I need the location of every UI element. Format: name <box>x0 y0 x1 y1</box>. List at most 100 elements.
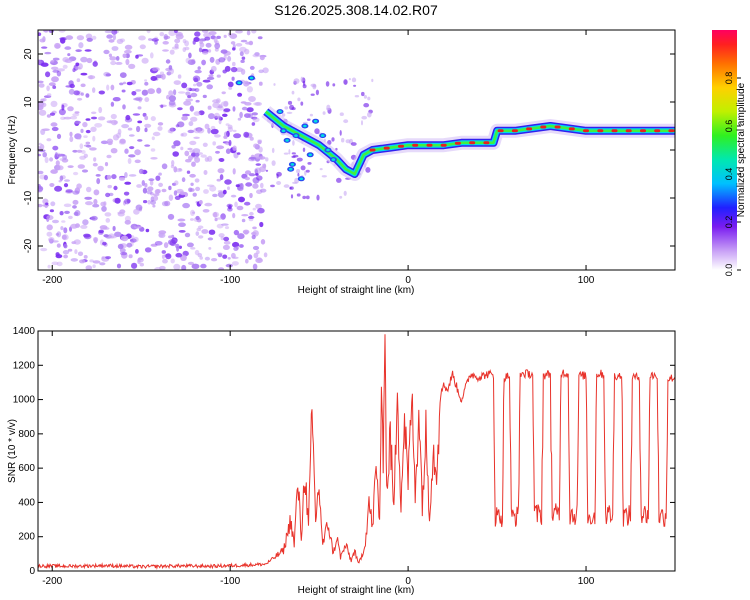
noise-blob <box>195 215 200 221</box>
noise-blob <box>367 96 371 101</box>
noise-blob <box>209 56 215 63</box>
noise-blob <box>92 87 96 93</box>
noise-blob <box>55 254 63 259</box>
noise-blob <box>208 74 214 78</box>
noise-blob <box>213 212 218 218</box>
y-tick-label: -10 <box>23 190 34 205</box>
noise-blob <box>216 217 223 220</box>
noise-blob <box>57 68 65 72</box>
noise-blob <box>105 192 111 198</box>
noise-blob <box>169 127 176 132</box>
noise-blob <box>200 154 207 158</box>
noise-blob <box>248 215 255 219</box>
noise-blob <box>55 44 61 49</box>
noise-blob <box>109 56 117 61</box>
noise-blob <box>161 201 169 207</box>
noise-blob <box>178 245 182 249</box>
noise-blob <box>61 234 69 241</box>
noise-blob <box>119 248 126 253</box>
noise-blob <box>260 188 267 193</box>
noise-blob <box>61 104 65 111</box>
noise-blob <box>51 126 59 132</box>
noise-blob <box>292 140 295 146</box>
noise-blob <box>124 148 129 154</box>
noise-blob <box>80 83 86 88</box>
noise-blob <box>58 108 66 116</box>
noise-blob <box>241 106 248 111</box>
noise-blob <box>100 201 106 207</box>
noise-blob <box>260 182 264 189</box>
noise-blob <box>336 177 342 183</box>
noise-blob <box>112 97 121 102</box>
noise-blob <box>363 95 367 99</box>
noise-blob <box>105 73 112 77</box>
noise-blob <box>59 211 64 216</box>
spectrogram-y-ticks: -20 -10 0 10 20 <box>23 48 675 253</box>
noise-blob <box>137 120 143 124</box>
noise-blob <box>101 256 105 260</box>
noise-blob <box>162 41 169 45</box>
noise-blob <box>175 252 183 258</box>
noise-blob <box>251 30 257 34</box>
noise-blob <box>46 215 54 221</box>
noise-blob <box>116 38 124 45</box>
noise-blob <box>47 264 51 269</box>
noise-blob <box>146 30 151 34</box>
noise-blob <box>128 63 136 69</box>
noise-blob <box>341 137 345 143</box>
ridge-peak <box>540 125 547 129</box>
noise-blob <box>181 82 188 89</box>
noise-blob <box>181 132 188 137</box>
colorbar-tick-label: 0.8 <box>724 72 734 85</box>
noise-blob <box>155 175 161 181</box>
noise-blob <box>217 253 223 258</box>
noise-blob <box>257 36 263 40</box>
noise-blob <box>253 143 259 149</box>
noise-blob <box>260 239 266 245</box>
noise-blob <box>85 141 91 145</box>
noise-blob <box>189 140 197 146</box>
noise-blob <box>167 213 175 220</box>
noise-blob <box>190 182 194 186</box>
noise-blob <box>110 84 115 91</box>
noise-blob <box>171 160 175 166</box>
noise-blob <box>249 192 253 199</box>
noise-blob <box>46 231 53 237</box>
noise-blob <box>258 146 263 153</box>
noise-blob <box>258 69 264 74</box>
noise-blob <box>128 154 136 158</box>
noise-blob <box>222 113 228 118</box>
noise-blob <box>187 147 193 151</box>
noise-blob <box>128 174 137 177</box>
noise-blob <box>185 87 191 91</box>
noise-blob <box>203 170 208 175</box>
noise-blob <box>162 49 169 52</box>
noise-blob <box>302 147 306 152</box>
noise-blob <box>168 194 174 201</box>
noise-blob <box>207 237 214 241</box>
noise-blob <box>178 230 186 233</box>
noise-blob <box>156 87 162 94</box>
noise-blob <box>82 121 88 128</box>
noise-blob <box>80 56 88 63</box>
noise-blob <box>251 112 258 116</box>
noise-blob <box>326 107 331 111</box>
noise-blob <box>78 136 82 140</box>
noise-blob <box>73 211 79 216</box>
signal-blob-core <box>313 119 318 123</box>
noise-blob <box>253 252 259 259</box>
noise-blob <box>64 210 70 214</box>
noise-blob <box>128 134 135 137</box>
noise-blob <box>233 133 242 139</box>
noise-blob <box>223 108 231 112</box>
noise-blob <box>52 145 59 151</box>
noise-blob <box>239 244 244 248</box>
noise-blob <box>44 30 49 33</box>
noise-blob <box>174 30 178 33</box>
signal-blob-core <box>285 139 289 142</box>
noise-blob <box>161 163 168 170</box>
noise-blob <box>259 221 264 228</box>
noise-blob <box>102 227 110 230</box>
noise-blob <box>178 168 182 171</box>
noise-blob <box>262 67 269 74</box>
